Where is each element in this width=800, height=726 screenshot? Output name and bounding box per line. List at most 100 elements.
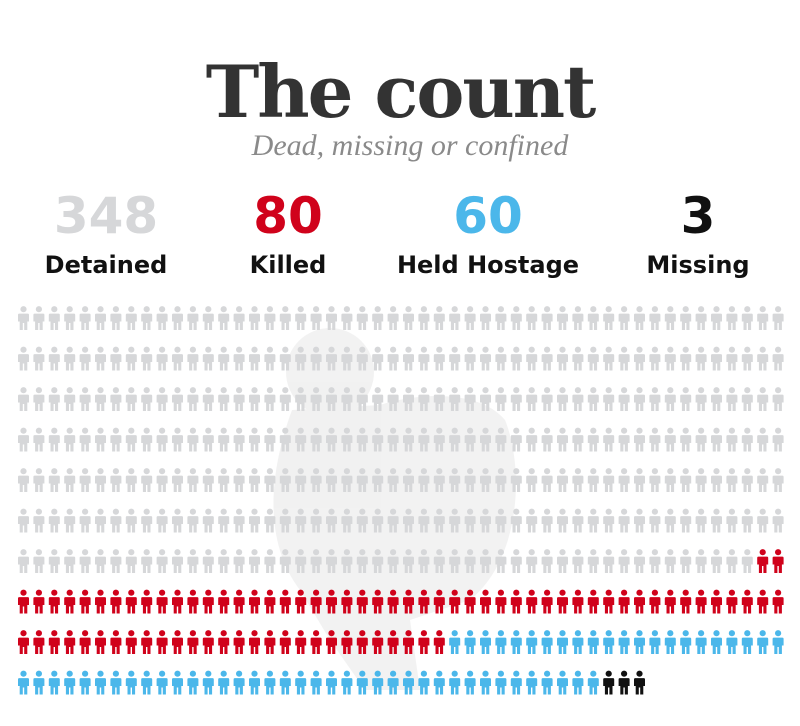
person-icon: [526, 468, 538, 492]
person-icon: [18, 427, 29, 452]
person-icon: [433, 508, 445, 533]
person-icon: [695, 346, 707, 371]
person-icon: [125, 630, 137, 654]
person-icon: [79, 589, 91, 614]
person-icon: [110, 589, 122, 614]
person-icon: [249, 387, 260, 411]
person-icon: [326, 549, 337, 573]
person-icon: [680, 346, 692, 371]
person-icon: [33, 346, 45, 371]
person-icon: [433, 589, 445, 614]
person-icon: [726, 387, 738, 411]
person-icon: [557, 306, 568, 330]
person-icon: [310, 427, 322, 452]
person-icon: [341, 630, 353, 654]
person-icon: [233, 427, 245, 452]
person-icon: [510, 630, 522, 654]
person-icon: [110, 346, 122, 371]
person-icon: [279, 468, 291, 492]
person-icon: [310, 670, 322, 695]
person-icon: [48, 508, 60, 533]
person-icon: [557, 468, 568, 492]
person-icon: [618, 508, 630, 533]
person-icon: [510, 670, 522, 695]
person-icon: [557, 670, 568, 695]
person-icon: [403, 508, 414, 533]
person-icon: [526, 549, 538, 573]
person-icon: [125, 387, 137, 411]
person-icon: [202, 427, 214, 452]
person-icon: [18, 306, 29, 330]
stat-killed: 80 Killed: [178, 186, 398, 280]
person-icon: [233, 670, 245, 695]
person-icon: [757, 589, 769, 614]
person-icon: [741, 346, 753, 371]
person-icon: [187, 427, 199, 452]
person-icon: [79, 630, 91, 654]
person-icon: [233, 306, 245, 330]
person-icon: [310, 508, 322, 533]
person-icon: [172, 508, 183, 533]
person-icon: [418, 306, 430, 330]
person-icon: [603, 508, 615, 533]
person-icon: [541, 549, 553, 573]
person-icon: [649, 508, 661, 533]
person-icon: [279, 549, 291, 573]
person-icon: [433, 468, 445, 492]
person-icon: [772, 508, 784, 533]
person-icon: [557, 549, 568, 573]
person-icon: [526, 508, 538, 533]
person-icon: [218, 549, 230, 573]
person-icon: [495, 589, 507, 614]
person-icon: [557, 346, 568, 371]
person-icon: [279, 670, 291, 695]
person-icon: [18, 549, 29, 573]
person-icon: [125, 589, 137, 614]
person-icon: [618, 306, 630, 330]
person-icon: [757, 508, 769, 533]
person-icon: [680, 427, 692, 452]
person-icon: [541, 630, 553, 654]
person-icon: [480, 306, 491, 330]
person-icon: [587, 670, 599, 695]
person-icon: [757, 306, 769, 330]
person-icon: [634, 387, 645, 411]
person-icon: [680, 589, 692, 614]
person-icon: [618, 468, 630, 492]
person-icon: [495, 387, 507, 411]
person-icon: [418, 387, 430, 411]
person-icon: [141, 549, 153, 573]
person-icon: [125, 427, 137, 452]
person-icon: [33, 589, 45, 614]
person-icon: [295, 670, 307, 695]
person-icon: [310, 589, 322, 614]
person-icon: [341, 589, 353, 614]
person-icon: [64, 468, 76, 492]
person-icon: [495, 427, 507, 452]
person-icon: [741, 508, 753, 533]
person-icon: [572, 387, 584, 411]
person-icon: [202, 508, 214, 533]
person-icon: [141, 630, 153, 654]
person-icon: [156, 589, 168, 614]
person-icon: [449, 630, 461, 654]
person-icon: [33, 306, 45, 330]
person-icon: [433, 670, 445, 695]
person-icon: [664, 549, 676, 573]
person-icon: [64, 549, 76, 573]
person-icon: [172, 670, 183, 695]
person-icon: [572, 508, 584, 533]
stat-held-hostage-label: Held Hostage: [396, 251, 580, 279]
person-icon: [680, 468, 692, 492]
person-icon: [79, 387, 91, 411]
person-icon: [433, 346, 445, 371]
person-icon: [387, 549, 399, 573]
person-icon: [372, 468, 384, 492]
person-icon: [618, 387, 630, 411]
person-icon: [18, 670, 29, 695]
person-icon: [603, 468, 615, 492]
person-icon: [618, 346, 630, 371]
person-icon: [433, 387, 445, 411]
person-icon: [372, 549, 384, 573]
person-icon: [587, 468, 599, 492]
